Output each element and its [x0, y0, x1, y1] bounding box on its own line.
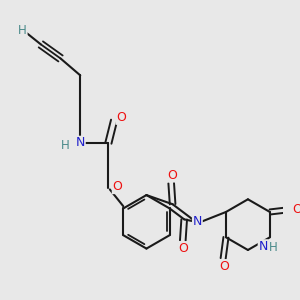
Text: O: O	[219, 260, 229, 273]
Text: N: N	[258, 240, 268, 253]
Text: H: H	[61, 139, 70, 152]
Text: O: O	[178, 242, 188, 255]
Text: O: O	[112, 180, 122, 194]
Text: H: H	[268, 242, 278, 254]
Text: N: N	[76, 136, 85, 149]
Text: N: N	[193, 215, 202, 228]
Text: O: O	[292, 203, 300, 216]
Text: H: H	[18, 24, 27, 37]
Text: O: O	[116, 111, 126, 124]
Text: O: O	[167, 169, 177, 182]
